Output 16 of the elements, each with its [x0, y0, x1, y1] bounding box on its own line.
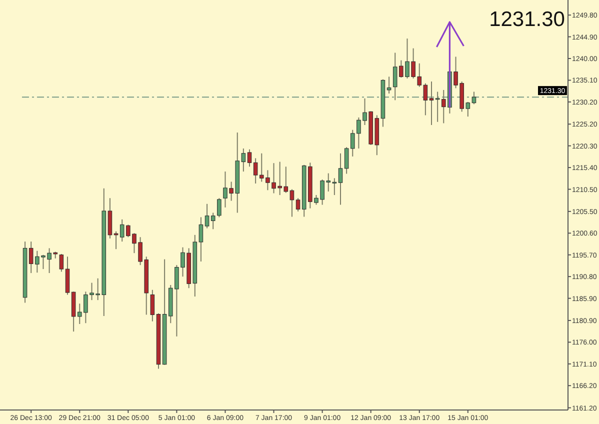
- candlestick: [290, 188, 294, 218]
- candlestick: [150, 289, 155, 322]
- candlestick: [472, 91, 476, 105]
- candlestick: [108, 198, 112, 239]
- candlestick: [65, 256, 70, 296]
- candlestick: [204, 203, 210, 229]
- candlestick: [338, 152, 343, 206]
- candlestick: [59, 253, 64, 272]
- candlestick: [247, 148, 252, 168]
- candlestick: [296, 198, 300, 212]
- candlestick: [198, 216, 204, 262]
- candlestick: [386, 76, 392, 94]
- candlestick: [210, 212, 216, 230]
- candlestick: [429, 81, 434, 126]
- candlestick: [217, 198, 222, 218]
- annotation: 1231.30: [489, 8, 565, 31]
